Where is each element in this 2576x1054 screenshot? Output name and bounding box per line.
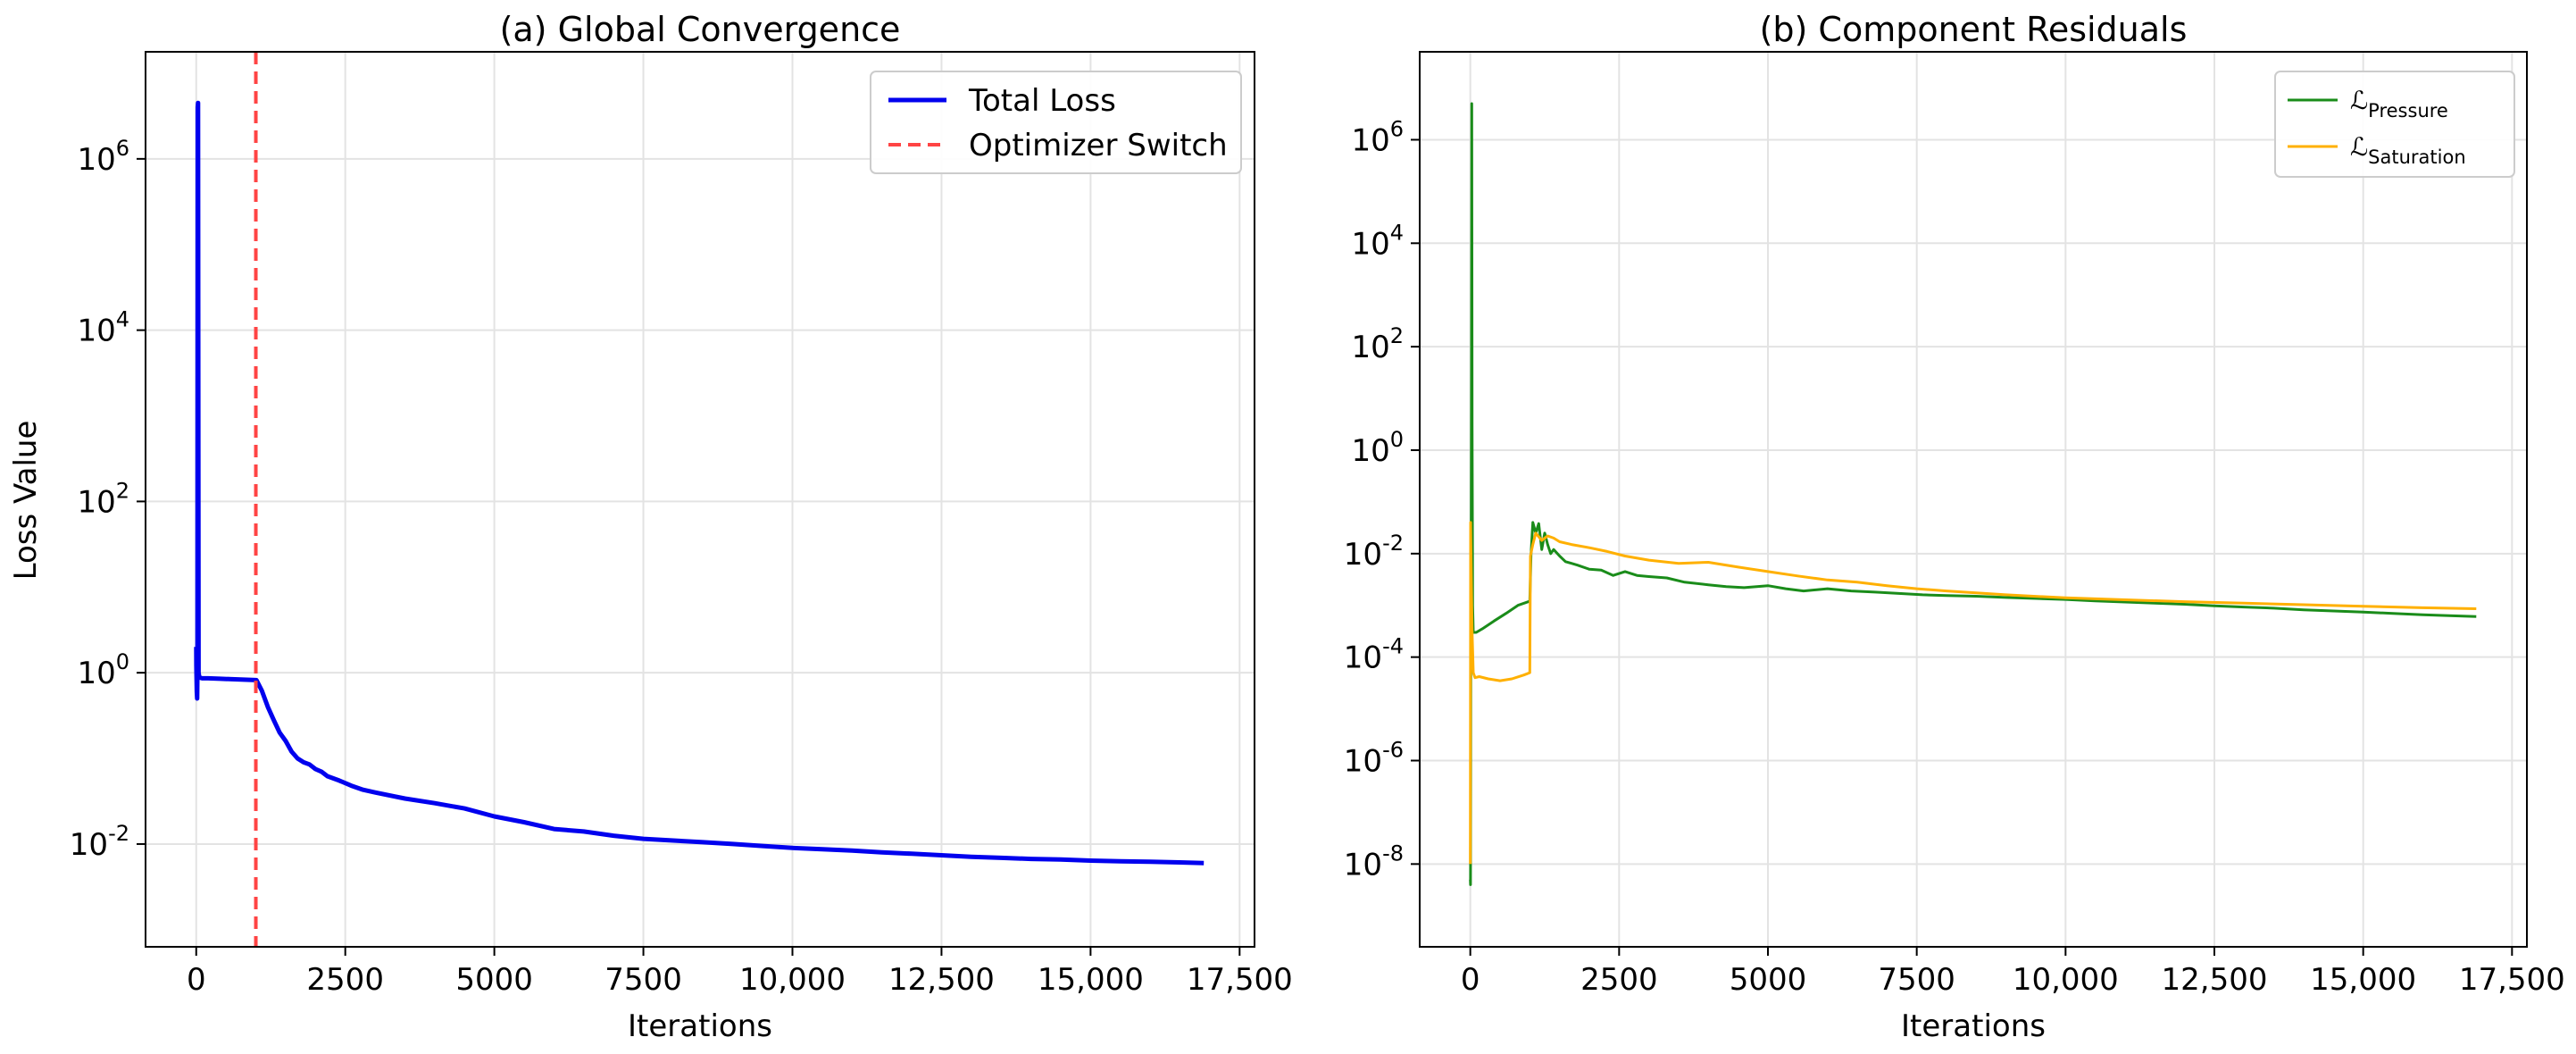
series-line-pressure <box>1469 102 2477 886</box>
x-tick-label: 17,500 <box>2459 962 2565 998</box>
y-tick-exponent: -2 <box>108 821 129 846</box>
y-tick-label: 10-2 <box>1344 531 1404 573</box>
y-tick-exponent: 6 <box>116 136 129 161</box>
x-axis-label: Iterations <box>1901 1008 2046 1044</box>
chart-title: (a) Global Convergence <box>500 10 901 49</box>
y-tick-exponent: 2 <box>116 478 129 503</box>
panel-component-residuals: 0 2500 5000 7500 10,000 12,500 15,000 17,500 10… <box>1344 10 2565 1044</box>
y-tick-exponent: 4 <box>1390 220 1404 245</box>
axes-frame <box>1419 51 2528 948</box>
axes-frame <box>145 51 1255 948</box>
y-axis-label: Loss Value <box>8 421 44 581</box>
y-tick-label: 106 <box>77 136 129 178</box>
x-tick-label: 10,000 <box>2013 962 2119 998</box>
y-tick-base: 10 <box>1344 640 1382 676</box>
y-tick-label: 100 <box>1351 427 1404 469</box>
x-tick-label: 5000 <box>1730 962 1807 998</box>
legend: ℒPressure ℒSaturation <box>2274 71 2515 178</box>
legend-box <box>870 71 1242 174</box>
y-tick-exponent: -6 <box>1382 737 1404 762</box>
y-tick-exponent: 0 <box>116 649 129 674</box>
y-tick-label: 104 <box>1351 220 1404 262</box>
y-tick-exponent: -8 <box>1382 841 1404 866</box>
y-tick-label: 104 <box>77 307 129 349</box>
y-tick-label: 102 <box>77 478 129 520</box>
y-tick-base: 10 <box>77 656 115 691</box>
y-tick-base: 10 <box>1351 433 1389 469</box>
legend-symbol-pressure: ℒ <box>2350 86 2368 115</box>
x-tick-label: 12,500 <box>2162 962 2268 998</box>
panel-global-convergence: 0 2500 5000 7500 10,000 12,500 15,000 17,500 10… <box>8 10 1293 1044</box>
legend-subscript-saturation: Saturation <box>2368 146 2465 168</box>
y-tick-base: 10 <box>1351 226 1389 262</box>
legend-box <box>2274 71 2515 178</box>
grid-lines <box>146 52 1255 947</box>
x-tick-label: 7500 <box>1878 962 1955 998</box>
series-line-total-loss <box>194 100 1205 866</box>
y-tick-exponent: 0 <box>1390 427 1404 452</box>
plot-area <box>194 52 1205 947</box>
y-tick-base: 10 <box>1351 122 1389 158</box>
x-axis-ticks: 0 2500 5000 7500 10,000 12,500 15,000 17,500 <box>187 947 1293 998</box>
y-tick-base: 10 <box>77 142 115 178</box>
legend-label-optimizer-switch: Optimizer Switch <box>969 128 1228 163</box>
x-tick-label: 0 <box>1461 962 1480 998</box>
plot-area <box>1469 102 2477 886</box>
x-tick-label: 15,000 <box>1038 962 1144 998</box>
x-axis-label: Iterations <box>628 1008 772 1044</box>
legend-label-saturation: ℒSaturation <box>2350 132 2466 168</box>
x-tick-label: 12,500 <box>888 962 995 998</box>
x-tick-label: 15,000 <box>2310 962 2416 998</box>
y-tick-label: 10-6 <box>1344 737 1404 779</box>
series-line-saturation <box>1469 521 2477 865</box>
legend-symbol-saturation: ℒ <box>2350 132 2368 162</box>
y-tick-exponent: -2 <box>1382 531 1404 556</box>
y-tick-exponent: -4 <box>1382 634 1404 659</box>
grid-lines <box>1420 52 2527 947</box>
y-tick-base: 10 <box>1351 330 1389 365</box>
x-tick-label: 10,000 <box>739 962 846 998</box>
y-tick-label: 10-2 <box>70 821 129 863</box>
y-tick-exponent: 2 <box>1390 323 1404 348</box>
chart-title: (b) Component Residuals <box>1760 10 2188 49</box>
y-tick-label: 106 <box>1351 116 1404 158</box>
y-tick-exponent: 6 <box>1390 116 1404 141</box>
legend-subscript-pressure: Pressure <box>2368 100 2448 121</box>
x-tick-label: 2500 <box>1580 962 1658 998</box>
x-tick-label: 17,500 <box>1187 962 1293 998</box>
y-tick-base: 10 <box>77 314 115 349</box>
y-tick-base: 10 <box>1344 743 1382 779</box>
y-tick-label: 10-4 <box>1344 634 1404 676</box>
legend: Total Loss Optimizer Switch <box>870 71 1242 174</box>
y-tick-label: 10-8 <box>1344 841 1404 883</box>
x-axis-ticks: 0 2500 5000 7500 10,000 12,500 15,000 17,500 <box>1461 947 2565 998</box>
y-tick-base: 10 <box>70 827 108 863</box>
legend-label-pressure: ℒPressure <box>2350 86 2448 121</box>
y-tick-label: 100 <box>77 649 129 691</box>
y-tick-base: 10 <box>77 484 115 520</box>
x-tick-label: 0 <box>187 962 206 998</box>
y-tick-exponent: 4 <box>116 307 129 332</box>
x-tick-label: 2500 <box>306 962 384 998</box>
y-tick-label: 102 <box>1351 323 1404 365</box>
x-tick-label: 7500 <box>604 962 682 998</box>
y-tick-base: 10 <box>1344 537 1382 573</box>
y-tick-base: 10 <box>1344 847 1382 883</box>
x-tick-label: 5000 <box>455 962 533 998</box>
legend-label-total-loss: Total Loss <box>968 83 1116 119</box>
